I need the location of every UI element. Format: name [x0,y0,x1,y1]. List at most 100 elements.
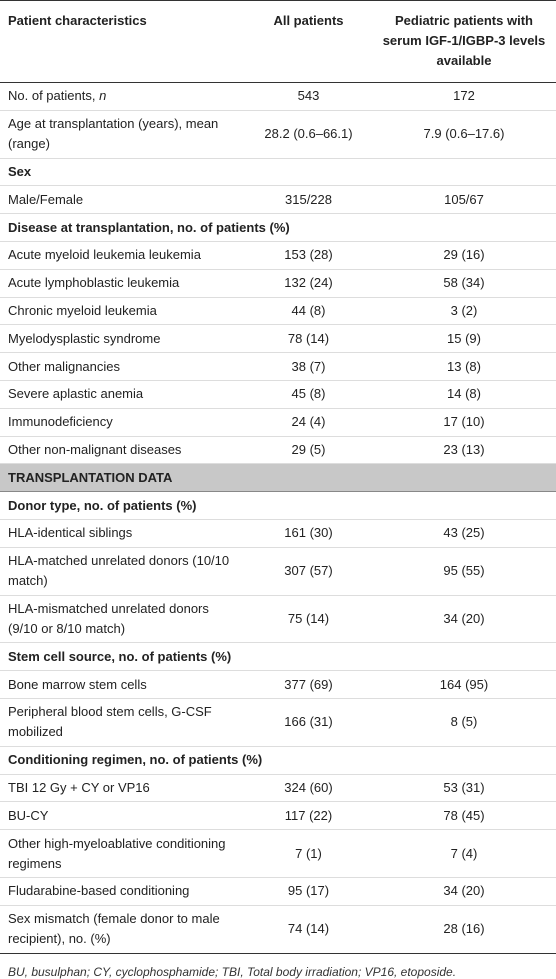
table-row: BU-CY 117 (22) 78 (45) [0,801,556,831]
cell-value: 7.9 (0.6–17.6) [370,110,556,159]
cell-value: 29 (5) [245,436,370,465]
table-row: HLA-mismatched unrelated donors (9/10 or… [0,595,556,644]
table-row: Chronic myeloid leukemia 44 (8) 3 (2) [0,297,556,326]
table-row: Myelodysplastic syndrome 78 (14) 15 (9) [0,324,556,354]
cell-value: 34 (20) [370,877,556,906]
cell-value: 377 (69) [245,670,370,699]
row-label: Acute myeloid leukemia leukemia [0,241,245,270]
row-label: Severe aplastic anemia [0,380,245,409]
cell-value: 7 (4) [370,829,556,878]
row-label: HLA-matched unrelated donors (10/10 matc… [0,547,245,596]
cell-value: 14 (8) [370,380,556,409]
table-row: Fludarabine-based conditioning 95 (17) 34 … [0,877,556,906]
cell-value: 164 (95) [370,670,556,699]
table-row: Other non-malignant diseases 29 (5) 23 (13… [0,436,556,465]
row-label: Bone marrow stem cells [0,670,245,699]
column-header: Pediatric patients with serum IGF-1/IGBP… [382,13,546,68]
section-heading-row: Donor type, no. of patients (%) [0,491,556,520]
table-row: Acute lymphoblastic leukemia 132 (24) 58 (… [0,269,556,298]
cell-value: 53 (31) [370,774,556,803]
table-row: HLA-identical siblings 161 (30) 43 (25) [0,519,556,548]
cell-value: 29 (16) [370,241,556,270]
row-label: HLA-mismatched unrelated donors (9/10 or… [0,595,245,644]
cell-value: 28.2 (0.6–66.1) [245,110,370,159]
table-header: Patient characteristics All patients Ped… [0,0,556,83]
cell-value: 95 (55) [370,547,556,596]
section-heading: Donor type, no. of patients (%) [0,491,556,520]
cell-value: 75 (14) [245,595,370,644]
cell-value: 13 (8) [370,352,556,381]
cell-value: 153 (28) [245,241,370,270]
table-row: Other high-myeloablative conditioning re… [0,829,556,878]
table-row: Peripheral blood stem cells, G-CSF mobil… [0,698,556,747]
cell-value: 166 (31) [245,698,370,747]
cell-value: 17 (10) [370,408,556,437]
label-text: No. of patients, [8,88,100,104]
cell-value: 172 [370,82,556,111]
cell-value: 45 (8) [245,380,370,409]
cell-value: 38 (7) [245,352,370,381]
cell-value: 324 (60) [245,774,370,803]
cell-value: 78 (14) [245,324,370,354]
row-label: TBI 12 Gy + CY or VP16 [0,774,245,803]
row-label: No. of patients, n [0,82,245,111]
table-row: Sex mismatch (female donor to male recip… [0,905,556,954]
cell-value: 161 (30) [245,519,370,548]
cell-value: 7 (1) [245,829,370,878]
table-row: Male/Female 315/228 105/67 [0,185,556,215]
row-label: Chronic myeloid leukemia [0,297,245,326]
cell-value: 24 (4) [245,408,370,437]
cell-value: 315/228 [245,185,370,215]
table-row: Age at transplantation (years), mean (ra… [0,110,556,159]
row-label: Other malignancies [0,352,245,381]
row-label: Age at transplantation (years), mean (ra… [0,110,245,159]
band-title: TRANSPLANTATION DATA [0,463,556,493]
row-label: Other high-myeloablative conditioning re… [0,829,245,878]
table-row: Immunodeficiency 24 (4) 17 (10) [0,408,556,437]
cell-value: 307 (57) [245,547,370,596]
section-heading-row: Disease at transplantation, no. of patie… [0,213,556,242]
band-row: TRANSPLANTATION DATA [0,463,556,493]
cell-value: 23 (13) [370,436,556,465]
cell-value: 74 (14) [245,905,370,954]
section-heading: Conditioning regimen, no. of patients (%… [0,746,556,775]
row-label: Male/Female [0,185,245,215]
label-italic: n [99,88,107,104]
cell-value: 28 (16) [370,905,556,954]
table-row: TBI 12 Gy + CY or VP16 324 (60) 53 (31) [0,774,556,803]
table-row: HLA-matched unrelated donors (10/10 matc… [0,547,556,596]
characteristics-table: Patient characteristics All patients Ped… [0,0,556,954]
cell-value: 34 (20) [370,595,556,644]
table-row: Severe aplastic anemia 45 (8) 14 (8) [0,380,556,409]
row-label: Other non-malignant diseases [0,436,245,465]
row-label: HLA-identical siblings [0,519,245,548]
section-heading-row: Conditioning regimen, no. of patients (%… [0,746,556,775]
cell-value: 44 (8) [245,297,370,326]
row-label: Immunodeficiency [0,408,245,437]
cell-value: 132 (24) [245,269,370,298]
table-row: Acute myeloid leukemia leukemia 153 (28) 2… [0,241,556,270]
cell-value: 117 (22) [245,801,370,831]
cell-value: 8 (5) [370,698,556,747]
column-header: All patients [273,13,344,28]
section-heading-row: Sex [0,158,556,187]
section-heading-row: Stem cell source, no. of patients (%) [0,642,556,672]
table-body: No. of patients, n 543 172 Age at transplan… [0,82,556,954]
table-row: No. of patients, n 543 172 [0,82,556,111]
cell-value: 3 (2) [370,297,556,326]
cell-value: 95 (17) [245,877,370,906]
cell-value: 78 (45) [370,801,556,831]
table-row: Other malignancies 38 (7) 13 (8) [0,352,556,381]
section-heading: Sex [0,158,556,187]
row-label: Acute lymphoblastic leukemia [0,269,245,298]
cell-value: 58 (34) [370,269,556,298]
cell-value: 43 (25) [370,519,556,548]
row-label: Peripheral blood stem cells, G-CSF mobil… [0,698,245,747]
section-heading: Stem cell source, no. of patients (%) [0,642,556,672]
column-header: Patient characteristics [8,13,147,28]
row-label: Fludarabine-based conditioning [0,877,245,906]
row-label: Sex mismatch (female donor to male recip… [0,905,245,954]
section-heading: Disease at transplantation, no. of patie… [0,213,556,242]
row-label: Myelodysplastic syndrome [0,324,245,354]
